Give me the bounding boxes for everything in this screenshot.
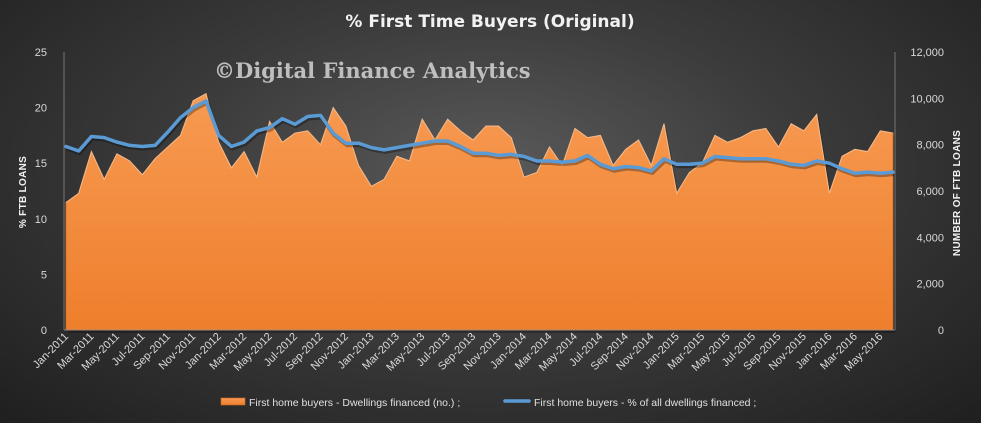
left-tick-label: 10 xyxy=(35,214,47,226)
x-axis-ticks: Jan-2011Mar-2011May-2011Jul-2011Sep-2011… xyxy=(31,331,886,374)
chart-title: % First Time Buyers (Original) xyxy=(345,12,634,32)
legend-label-area: First home buyers - Dwellings financed (… xyxy=(249,397,460,409)
right-axis-label: NUMBER OF FTB LOANS xyxy=(952,130,963,256)
right-tick-label: 2,000 xyxy=(916,279,944,291)
line-series-layer xyxy=(64,99,895,178)
left-axis-ticks: 0 5 10 15 20 25 xyxy=(35,47,47,337)
line-shadow xyxy=(66,100,895,178)
left-tick-label: 5 xyxy=(41,269,47,281)
left-tick-label: 25 xyxy=(35,47,47,59)
watermark: ©Digital Finance Analytics xyxy=(214,58,531,83)
legend-label-line: First home buyers - % of all dwellings f… xyxy=(534,397,756,409)
right-tick-label: 4,000 xyxy=(916,232,944,244)
right-axis-ticks: 0 2,000 4,000 6,000 8,000 10,000 12,000 xyxy=(910,47,944,337)
line-pct-dwellings xyxy=(64,99,895,175)
left-axis-label: % FTB LOANS xyxy=(18,156,29,228)
legend: First home buyers - Dwellings financed (… xyxy=(220,397,756,409)
right-tick-label: 12,000 xyxy=(910,47,944,59)
axes-layer xyxy=(63,52,896,331)
left-tick-label: 20 xyxy=(35,103,47,115)
area-series-layer xyxy=(65,92,895,333)
right-tick-label: 0 xyxy=(938,325,944,337)
legend-swatch-area xyxy=(220,397,246,406)
left-tick-label: 0 xyxy=(41,325,47,337)
right-tick-label: 8,000 xyxy=(916,140,944,152)
area-top-edge xyxy=(65,92,894,204)
area-dwellings-financed xyxy=(65,93,894,331)
right-tick-label: 10,000 xyxy=(910,93,944,105)
left-tick-label: 15 xyxy=(35,158,47,170)
right-tick-label: 6,000 xyxy=(916,186,944,198)
